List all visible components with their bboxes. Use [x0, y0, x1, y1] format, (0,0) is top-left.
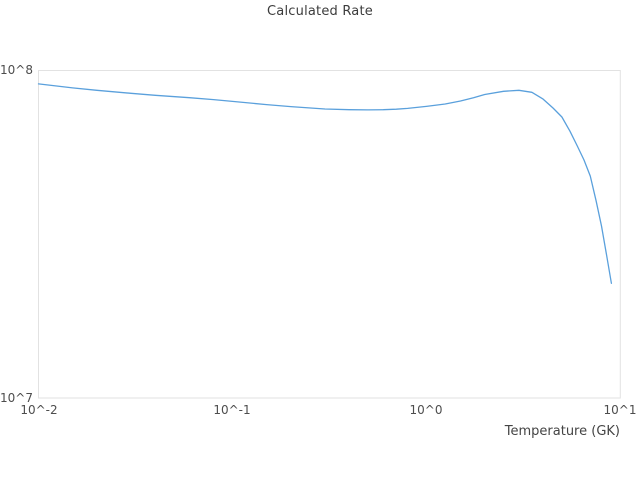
y-tick-label-1e7: 10^7 — [0, 391, 33, 405]
x-tick-label-1e1: 10^1 — [603, 403, 637, 417]
plot-border — [38, 70, 621, 399]
x-tick-label-1e-2: 10^-2 — [20, 403, 58, 417]
y-tick-label-1e8: 10^8 — [0, 63, 33, 77]
x-tick-label-1e0: 10^0 — [409, 403, 443, 417]
rate-curve-line — [37, 83, 613, 284]
x-tick-label-1e-1: 10^-1 — [213, 403, 251, 417]
x-axis-label: Temperature (GK) — [504, 424, 620, 439]
chart-title: Calculated Rate — [267, 4, 373, 19]
